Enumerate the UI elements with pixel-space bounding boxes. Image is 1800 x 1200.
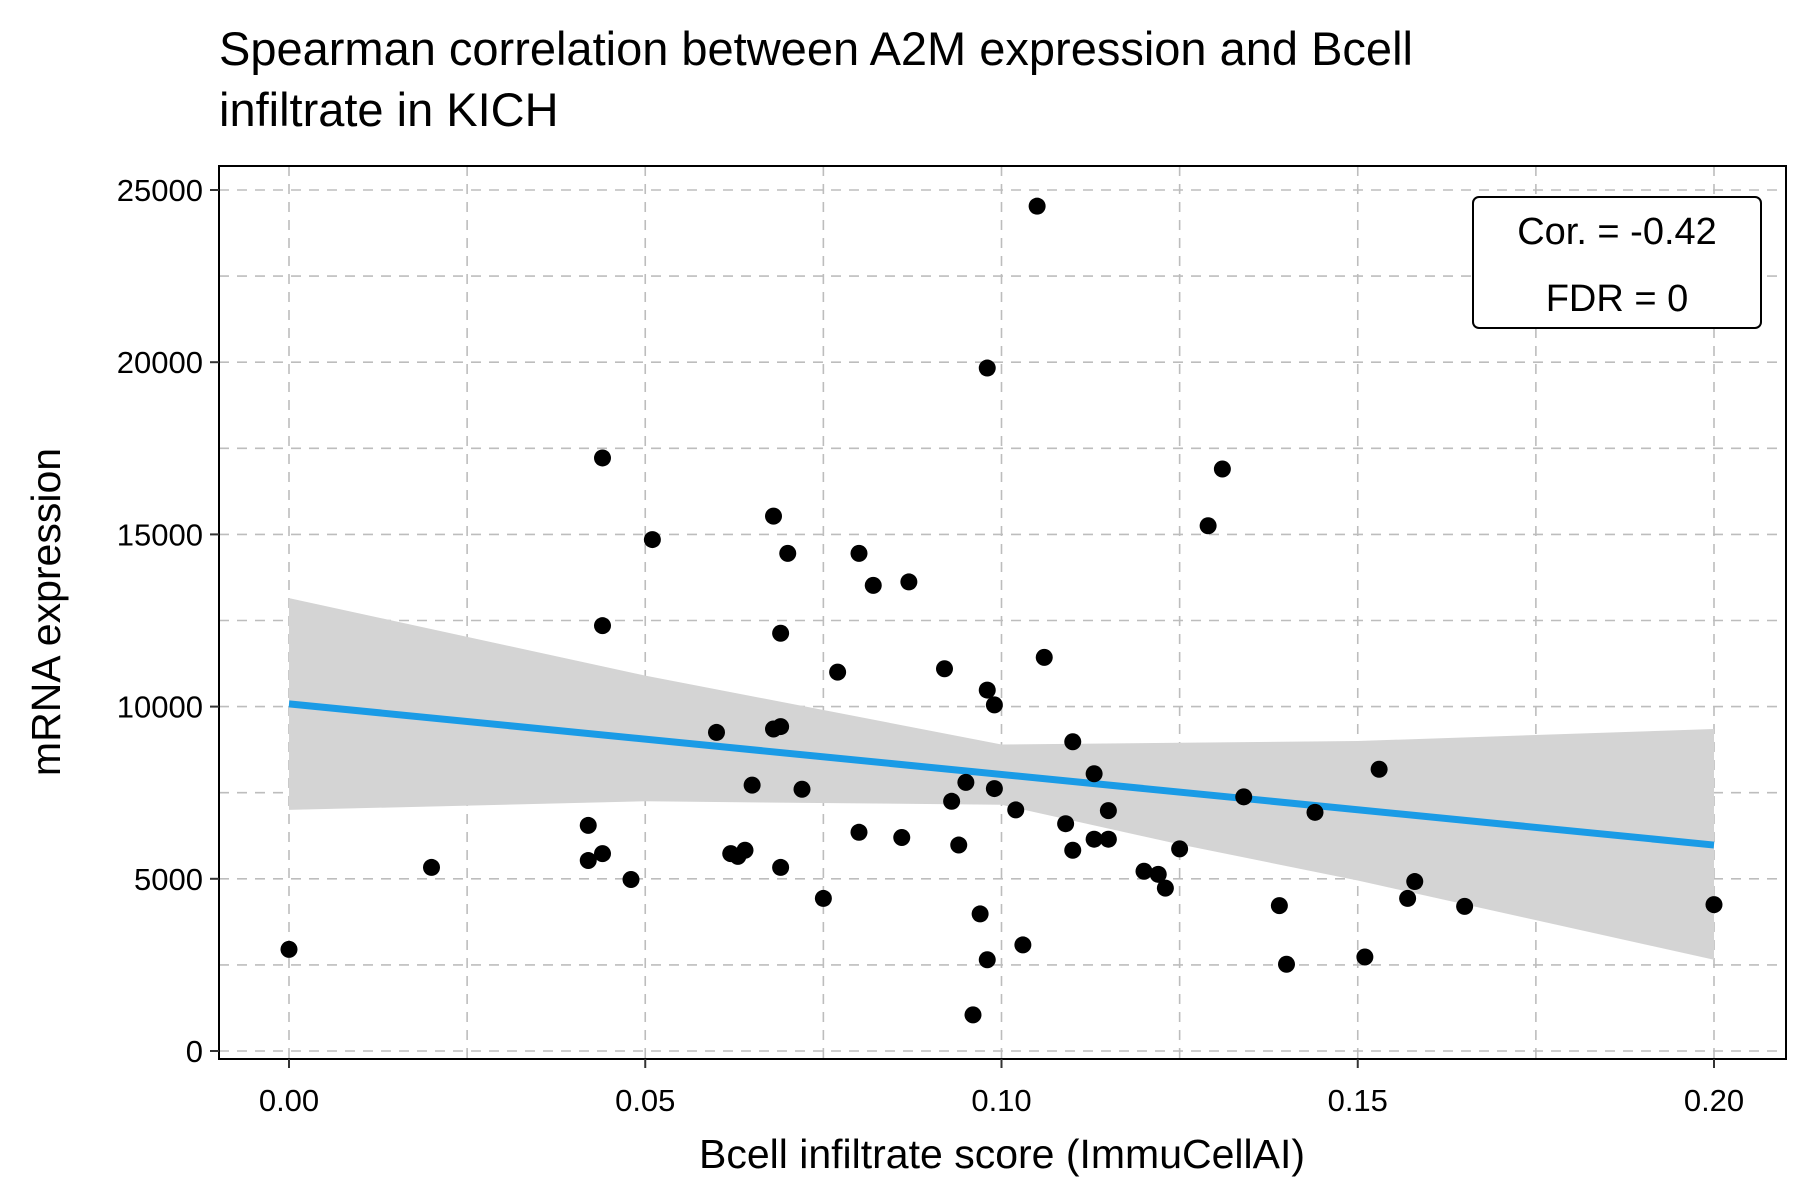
data-point [1370,760,1388,778]
data-point [622,870,640,888]
data-point [864,576,882,594]
x-axis: 0.00 0.05 0.10 0.15 0.20 [259,1059,1744,1118]
data-point [643,531,661,549]
data-point [850,823,868,841]
regression-line [288,700,1715,849]
x-tick-label: 0.00 [259,1083,319,1118]
data-point [1149,865,1167,883]
data-point [736,841,754,859]
data-point [1270,897,1288,915]
data-point [1028,197,1046,215]
data-point [1099,802,1117,820]
fdr-text: FDR = 0 [1545,278,1689,320]
y-tick-label: 10000 [117,690,203,725]
data-point [772,718,790,736]
data-point [1085,830,1103,848]
y-tick-label: 15000 [117,517,203,552]
y-axis-label: mRNA expression [23,448,69,776]
data-point [1235,788,1253,806]
data-point [957,773,975,791]
data-point [1156,879,1174,897]
data-point [1406,873,1424,891]
data-point [743,776,761,794]
stats-annotation-box [1472,196,1762,329]
data-point [423,858,440,876]
data-point [793,780,811,798]
data-point [1064,733,1082,751]
data-point [772,624,790,642]
data-point [708,723,725,741]
data-point [985,696,1003,714]
data-point [971,905,989,923]
data-point [280,940,298,958]
y-tick-label: 25000 [117,173,203,208]
data-point [579,852,597,870]
data-point [1035,648,1053,666]
data-point [1456,897,1474,915]
chart-title-line-1: Spearman correlation between A2M express… [219,22,1413,75]
data-point [1705,896,1723,914]
confidence-band [289,598,1714,960]
data-point [1356,948,1374,966]
data-point [950,836,968,854]
data-point [985,780,1003,798]
y-tick-label: 0 [186,1034,203,1069]
data-point [594,449,611,467]
x-axis-label: Bcell infiltrate score (ImmuCellAI) [699,1131,1305,1177]
x-tick-label: 0.20 [1684,1083,1744,1118]
data-point [1399,889,1417,907]
data-point [943,792,961,810]
y-axis: 0 5000 10000 15000 20000 25000 [117,173,219,1069]
data-point [900,573,918,591]
data-point [936,660,953,678]
data-point [1057,815,1075,833]
y-tick-label: 20000 [117,345,203,380]
chart-title-line-2: infiltrate in KICH [219,83,559,136]
data-point [978,951,996,969]
data-point [1099,830,1117,848]
data-point [1085,765,1103,783]
data-point [765,507,782,525]
data-point [579,816,597,834]
data-point [594,845,611,863]
data-point [978,681,996,699]
data-point [1135,862,1153,880]
data-point [594,617,611,635]
y-tick-label: 5000 [134,862,203,897]
data-point [772,858,790,876]
data-point [829,663,847,681]
data-point [814,889,832,907]
data-point [893,828,911,846]
x-tick-label: 0.15 [1328,1083,1388,1118]
data-point [1014,936,1032,954]
correlation-text: Cor. = -0.42 [1517,211,1717,253]
data-point [964,1006,982,1024]
x-tick-label: 0.05 [615,1083,675,1118]
data-point [1171,840,1189,858]
data-point [1278,955,1295,973]
data-point [1306,803,1324,821]
data-point [978,359,996,377]
data-point [1064,841,1082,859]
x-tick-label: 0.10 [971,1083,1031,1118]
data-points [280,197,1723,1024]
data-point [1213,460,1231,478]
data-point [1199,517,1217,535]
data-point [850,544,868,562]
data-point [1007,801,1025,819]
data-point [779,544,797,562]
